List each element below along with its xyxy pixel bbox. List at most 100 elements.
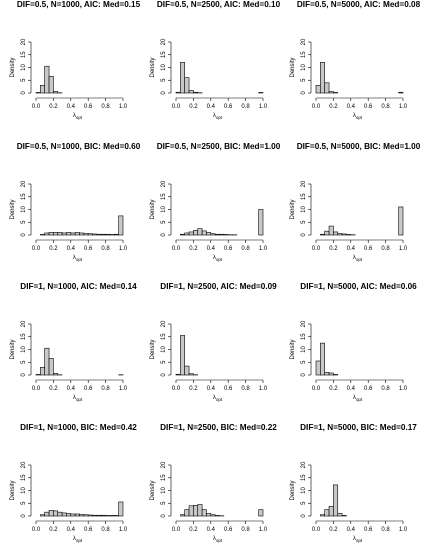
histogram-bar: [35, 92, 41, 94]
x-tick-label: 0.8: [381, 527, 390, 533]
y-tick-label: 5: [21, 78, 27, 82]
y-tick-label: 0: [21, 233, 27, 237]
y-tick-label: 5: [21, 501, 27, 505]
y-tick-label: 15: [301, 193, 307, 200]
histogram-bar: [258, 92, 264, 94]
x-axis: 0.0 0.2 0.4 0.6 0.8 1.0 λopt: [312, 379, 408, 402]
histogram-bar: [57, 232, 63, 236]
y-tick-label: 20: [161, 461, 167, 468]
x-tick-label: 0.4: [347, 104, 356, 110]
panel-title: DIF=1, N=2500, AIC: Med=0.09: [160, 282, 277, 291]
histogram-panel-4: DIF=0.5, N=1000, BIC: Med=0.60 0 5 10 15 20 De…: [10, 142, 141, 262]
histogram-bar: [193, 230, 199, 236]
panel-title: DIF=1, N=1000, BIC: Med=0.42: [20, 423, 137, 432]
histogram-bar: [74, 232, 80, 236]
histogram-bar: [53, 510, 59, 517]
x-tick-label: 1.0: [119, 104, 128, 110]
histogram-bar: [40, 367, 45, 376]
histogram-panel-8: DIF=1, N=2500, AIC: Med=0.09 0 5 10 15 20 Dens…: [150, 282, 277, 402]
x-tick-label: 0.6: [84, 527, 93, 533]
histogram-bar: [92, 233, 98, 236]
histogram-bar: [223, 234, 229, 236]
panel-title: DIF=0.5, N=1000, AIC: Med=0.15: [17, 0, 141, 9]
y-tick-label: 20: [21, 461, 27, 468]
x-axis-label: λopt: [353, 536, 363, 543]
y-tick-label: 20: [301, 461, 307, 468]
x-tick-label: 0.0: [172, 246, 181, 252]
histogram-bar: [258, 509, 264, 517]
panel-title: DIF=1, N=5000, AIC: Med=0.06: [300, 282, 417, 291]
panel-title: DIF=0.5, N=2500, AIC: Med=0.10: [157, 0, 281, 9]
y-tick-label: 0: [161, 373, 167, 377]
histogram-bar: [40, 85, 45, 94]
y-axis: 0 5 10 15 20 Density: [290, 320, 312, 377]
y-tick-label: 0: [21, 91, 27, 95]
y-tick-label: 5: [161, 501, 167, 505]
x-tick-label: 0.0: [312, 527, 321, 533]
histogram-bar: [210, 233, 216, 236]
y-tick-label: 5: [161, 78, 167, 82]
y-axis-label: Density: [10, 199, 16, 219]
histogram-bar: [53, 91, 59, 94]
histogram-bar: [346, 234, 352, 236]
y-tick-label: 15: [21, 474, 27, 481]
histogram-panel-3: DIF=0.5, N=5000, AIC: Med=0.08 0 5 10 15 20 De…: [290, 0, 421, 120]
y-tick-label: 15: [161, 51, 167, 58]
x-tick-label: 0.2: [329, 246, 338, 252]
histogram-bar: [180, 514, 186, 517]
panel-title: DIF=1, N=5000, BIC: Med=0.17: [300, 423, 417, 432]
histogram-bar: [180, 62, 186, 94]
y-tick-label: 20: [21, 320, 27, 327]
x-tick-label: 0.2: [49, 104, 58, 110]
histogram-bar: [341, 233, 347, 236]
histogram-bar: [184, 365, 190, 376]
histogram-panel-6: DIF=0.5, N=5000, BIC: Med=1.00 0 5 10 15 20 De…: [290, 142, 421, 262]
histogram-bar: [100, 233, 106, 236]
x-tick-label: 0.4: [67, 246, 76, 252]
x-tick-label: 0.0: [172, 527, 181, 533]
histogram-bar: [197, 504, 203, 517]
histogram-bar: [44, 511, 50, 517]
histogram-bar: [79, 232, 85, 236]
x-tick-label: 0.4: [207, 386, 216, 392]
x-axis-label: λopt: [73, 255, 83, 262]
histogram-bar: [320, 514, 326, 517]
histogram-bar: [328, 506, 334, 517]
histogram-bar: [40, 234, 45, 236]
x-axis: 0.0 0.2 0.4 0.6 0.8 1.0 λopt: [32, 379, 128, 402]
x-axis: 0.0 0.2 0.4 0.6 0.8 1.0 λopt: [312, 97, 408, 120]
histogram-bar: [398, 206, 404, 236]
y-axis: 0 5 10 15 20 Density: [150, 461, 172, 518]
x-axis-label: λopt: [213, 536, 223, 543]
x-tick-label: 1.0: [259, 246, 268, 252]
histogram-bar: [79, 514, 85, 517]
histogram-bar: [219, 233, 225, 236]
y-axis: 0 5 10 15 20 Density: [290, 38, 312, 95]
x-axis: 0.0 0.2 0.4 0.6 0.8 1.0 λopt: [32, 97, 128, 120]
x-tick-label: 0.6: [224, 104, 233, 110]
histogram-bar: [105, 515, 111, 517]
y-tick-label: 15: [21, 51, 27, 58]
histogram-bar: [92, 514, 98, 517]
y-tick-label: 10: [161, 346, 167, 353]
histogram-bar: [324, 230, 330, 236]
histogram-bar: [337, 513, 343, 517]
histogram-bar: [53, 373, 59, 376]
x-tick-label: 0.6: [224, 386, 233, 392]
x-tick-label: 0.4: [207, 527, 216, 533]
x-tick-label: 0.0: [312, 386, 321, 392]
x-tick-label: 0.2: [189, 104, 198, 110]
x-axis: 0.0 0.2 0.4 0.6 0.8 1.0 λopt: [172, 379, 268, 402]
histogram-bar: [40, 514, 45, 517]
y-tick-label: 10: [21, 346, 27, 353]
y-tick-label: 5: [161, 220, 167, 224]
x-tick-label: 0.6: [84, 246, 93, 252]
x-tick-label: 0.4: [67, 386, 76, 392]
histogram-bar: [87, 514, 93, 517]
x-axis-label: λopt: [353, 395, 363, 402]
y-tick-label: 20: [301, 38, 307, 45]
y-tick-label: 15: [301, 474, 307, 481]
histogram-bar: [184, 509, 190, 517]
x-tick-label: 0.2: [189, 386, 198, 392]
y-tick-label: 15: [21, 193, 27, 200]
